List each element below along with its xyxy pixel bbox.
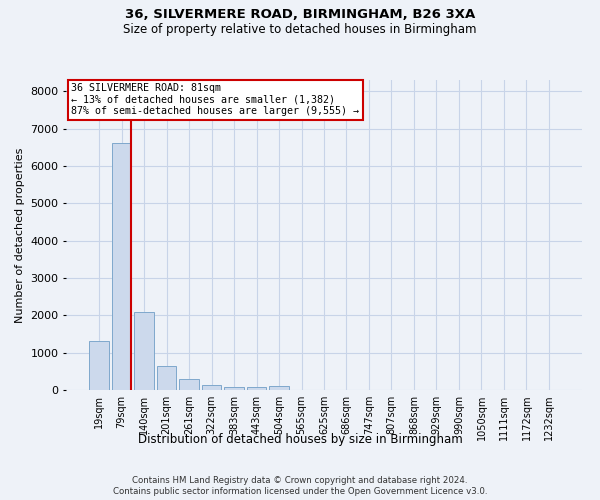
- Bar: [269, 386, 289, 390]
- Bar: [157, 366, 176, 390]
- Text: 36 SILVERMERE ROAD: 81sqm
← 13% of detached houses are smaller (1,382)
87% of se: 36 SILVERMERE ROAD: 81sqm ← 13% of detac…: [71, 83, 359, 116]
- Bar: [134, 312, 154, 390]
- Bar: [89, 342, 109, 390]
- Bar: [224, 386, 244, 390]
- Text: Contains public sector information licensed under the Open Government Licence v3: Contains public sector information licen…: [113, 488, 487, 496]
- Text: Distribution of detached houses by size in Birmingham: Distribution of detached houses by size …: [137, 432, 463, 446]
- Text: 36, SILVERMERE ROAD, BIRMINGHAM, B26 3XA: 36, SILVERMERE ROAD, BIRMINGHAM, B26 3XA: [125, 8, 475, 20]
- Y-axis label: Number of detached properties: Number of detached properties: [14, 148, 25, 322]
- Bar: [247, 387, 266, 390]
- Text: Size of property relative to detached houses in Birmingham: Size of property relative to detached ho…: [123, 22, 477, 36]
- Text: Contains HM Land Registry data © Crown copyright and database right 2024.: Contains HM Land Registry data © Crown c…: [132, 476, 468, 485]
- Bar: [179, 379, 199, 390]
- Bar: [202, 385, 221, 390]
- Bar: [112, 144, 131, 390]
